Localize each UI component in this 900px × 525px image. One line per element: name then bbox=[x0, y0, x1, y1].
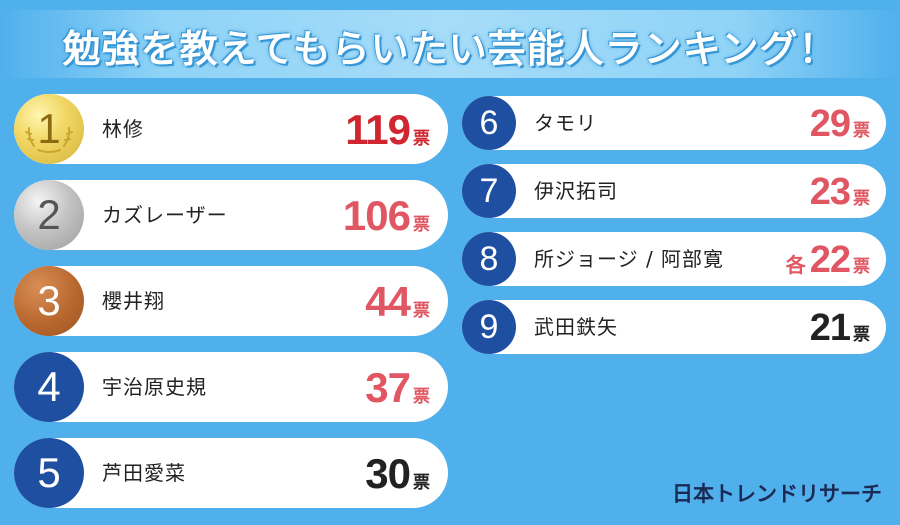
brand-logo: 日本トレンドリサーチ bbox=[672, 482, 882, 506]
vote-label: 23 票 bbox=[810, 164, 870, 218]
ranking-row-4: 4 宇治原史規 37 票 bbox=[14, 352, 448, 422]
vote-unit: 票 bbox=[853, 325, 870, 345]
vote-value: 29 bbox=[809, 103, 851, 145]
rank-badge-bronze: 3 bbox=[14, 266, 84, 336]
vote-label: 21 票 bbox=[810, 300, 870, 354]
vote-value: 37 bbox=[365, 364, 411, 411]
rank-number: 7 bbox=[479, 171, 499, 210]
vote-unit: 票 bbox=[413, 215, 430, 235]
rank-badge: 4 bbox=[14, 352, 84, 422]
vote-label: 44 票 bbox=[365, 266, 430, 336]
rank-number: 8 bbox=[479, 239, 499, 278]
ranking-row-3: 3 櫻井翔 44 票 bbox=[14, 266, 448, 336]
vote-value: 21 bbox=[809, 307, 851, 349]
vote-label: 29 票 bbox=[810, 96, 870, 150]
vote-value: 119 bbox=[345, 106, 411, 153]
rank-number: 6 bbox=[479, 103, 499, 142]
entry-name: 林修 bbox=[102, 117, 144, 141]
ranking-row-7: 7 伊沢拓司 23 票 bbox=[462, 164, 886, 218]
vote-label: 30 票 bbox=[365, 438, 430, 508]
rank-number: 3 bbox=[37, 277, 61, 324]
vote-value: 106 bbox=[342, 192, 411, 239]
vote-unit: 票 bbox=[413, 387, 430, 407]
title-band bbox=[0, 10, 900, 78]
vote-value: 22 bbox=[809, 239, 851, 281]
ranking-row-1: 1 林修 119 票 bbox=[14, 94, 448, 164]
rank-badge: 5 bbox=[14, 438, 84, 508]
vote-prefix: 各 bbox=[785, 253, 806, 277]
entry-name: 伊沢拓司 bbox=[534, 179, 618, 203]
ranking-row-5: 5 芦田愛菜 30 票 bbox=[14, 438, 448, 508]
rank-number: 1 bbox=[37, 105, 61, 152]
vote-value: 44 bbox=[365, 278, 411, 325]
ranking-row-2: 2 カズレーザー 106 票 bbox=[14, 180, 448, 250]
rank-number: 4 bbox=[37, 363, 61, 410]
ranking-row-9: 9 武田鉄矢 21 票 bbox=[462, 300, 886, 354]
rank-badge: 7 bbox=[462, 164, 516, 218]
vote-value: 30 bbox=[365, 450, 411, 497]
vote-unit: 票 bbox=[413, 473, 430, 493]
chart-title: 勉強を教えてもらいたい芸能人ランキング！ bbox=[62, 27, 838, 71]
rank-badge: 9 bbox=[462, 300, 516, 354]
rank-badge-silver: 2 bbox=[14, 180, 84, 250]
vote-label: 119 票 bbox=[345, 94, 430, 164]
rank-badge: 8 bbox=[462, 232, 516, 286]
entry-name: タモリ bbox=[534, 111, 597, 135]
rank-number: 5 bbox=[37, 449, 61, 496]
entry-name: 櫻井翔 bbox=[102, 289, 165, 313]
vote-label: 106 票 bbox=[343, 180, 430, 250]
vote-unit: 票 bbox=[413, 301, 430, 321]
rank-number: 2 bbox=[37, 191, 61, 238]
vote-label: 各 22 票 bbox=[786, 232, 870, 286]
vote-unit: 票 bbox=[853, 121, 870, 141]
ranking-row-6: 6 タモリ 29 票 bbox=[462, 96, 886, 150]
entry-name: カズレーザー bbox=[102, 203, 228, 227]
entry-name: 芦田愛菜 bbox=[102, 461, 186, 485]
rank-number: 9 bbox=[479, 307, 499, 346]
ranking-row-8: 8 所ジョージ / 阿部寛 各 22 票 bbox=[462, 232, 886, 286]
vote-label: 37 票 bbox=[365, 352, 430, 422]
vote-unit: 票 bbox=[853, 189, 870, 209]
entry-name: 武田鉄矢 bbox=[534, 315, 618, 339]
entry-name: 宇治原史規 bbox=[102, 375, 207, 399]
vote-unit: 票 bbox=[853, 257, 870, 277]
entry-name: 所ジョージ / 阿部寛 bbox=[534, 247, 725, 271]
rank-badge: 6 bbox=[462, 96, 516, 150]
vote-unit: 票 bbox=[413, 129, 430, 149]
rank-badge-gold: 1 bbox=[14, 94, 84, 164]
vote-value: 23 bbox=[809, 171, 851, 213]
